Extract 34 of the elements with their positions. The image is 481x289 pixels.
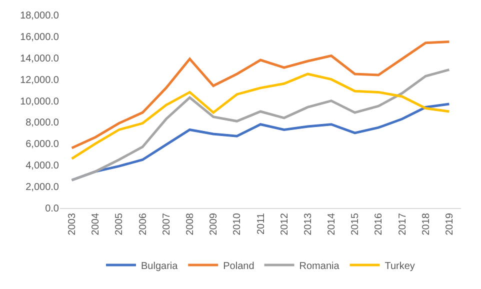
x-tick-label: 2017 [397,212,408,236]
y-tick-label: 16,000.0 [20,32,60,43]
x-tick-label: 2008 [184,212,196,236]
x-tick-label: 2011 [256,212,267,235]
y-tick-label: 14,000.0 [20,53,60,64]
legend-label: Romania [299,260,340,272]
x-tick-label: 2014 [326,212,338,236]
x-tick-label: 2019 [444,212,456,236]
y-tick-label: 8,000.0 [26,118,60,129]
legend-label: Poland [223,260,254,272]
y-tick-label: 0.0 [45,204,60,214]
x-tick-label: 2006 [138,212,149,236]
y-tick-label: 2,000.0 [26,182,60,194]
y-tick-label: 18,000.0 [20,10,60,22]
line-series [70,72,450,160]
legend-label: Bulgaria [141,260,178,272]
y-tick-label: 10,000.0 [20,96,60,108]
y-tick-label: 4,000.0 [26,160,60,172]
x-tick-label: 2018 [420,212,432,236]
y-tick-label: 12,000.0 [20,74,60,86]
legend-label: Turkey [384,260,415,272]
line-series [70,68,450,182]
x-tick-label: 2007 [161,212,172,236]
y-tick-label: 6,000.0 [26,139,60,150]
x-tick-label: 2015 [350,212,362,236]
x-tick-label: 2010 [232,212,244,236]
line-series [70,40,450,150]
x-tick-label: 2009 [208,212,220,236]
x-tick-label: 2016 [374,212,385,236]
x-tick-label: 2003 [67,212,78,236]
x-tick-label: 2013 [302,212,314,236]
x-tick-label: 2005 [114,212,126,236]
x-tick-label: 2012 [279,212,290,236]
x-tick-label: 2004 [90,212,102,236]
